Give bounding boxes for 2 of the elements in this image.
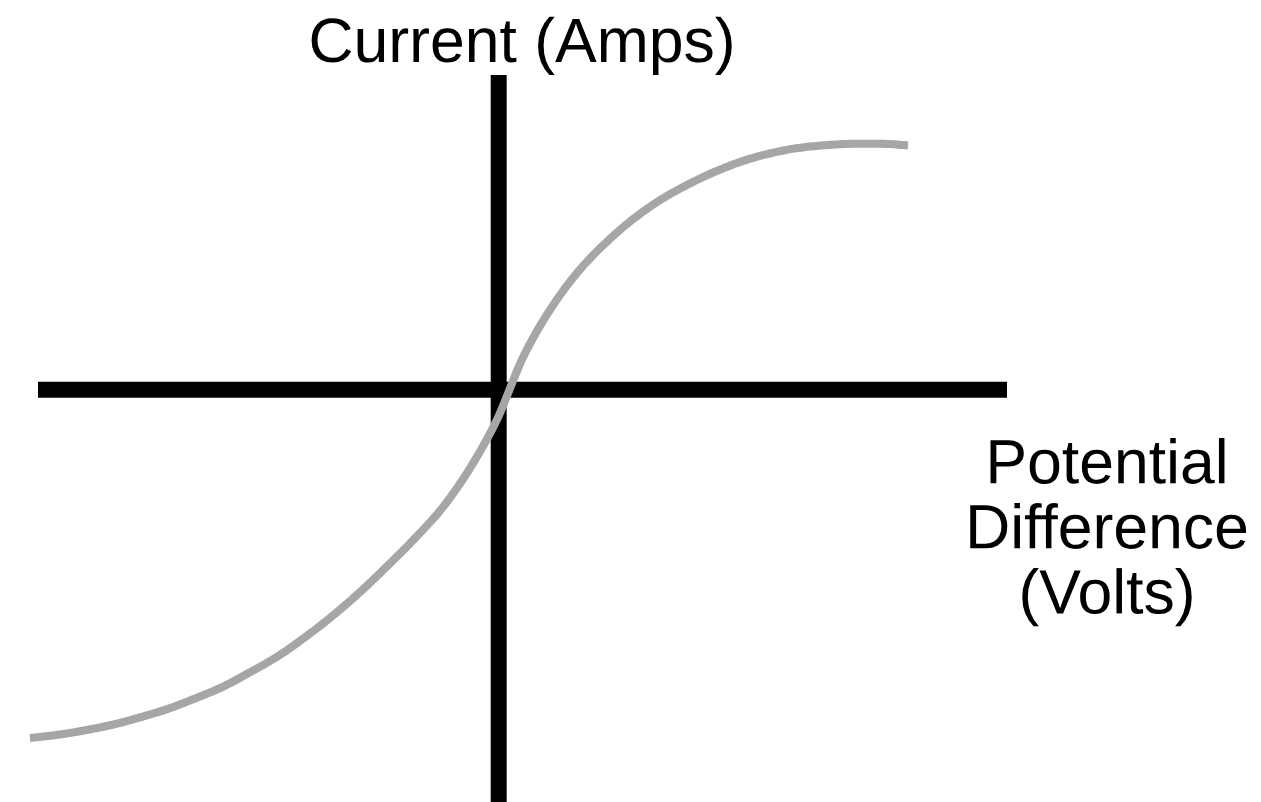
x-axis-title: Potential Difference (Volts) [970,438,1247,627]
y-axis-title: Current (Amps) [311,16,732,75]
